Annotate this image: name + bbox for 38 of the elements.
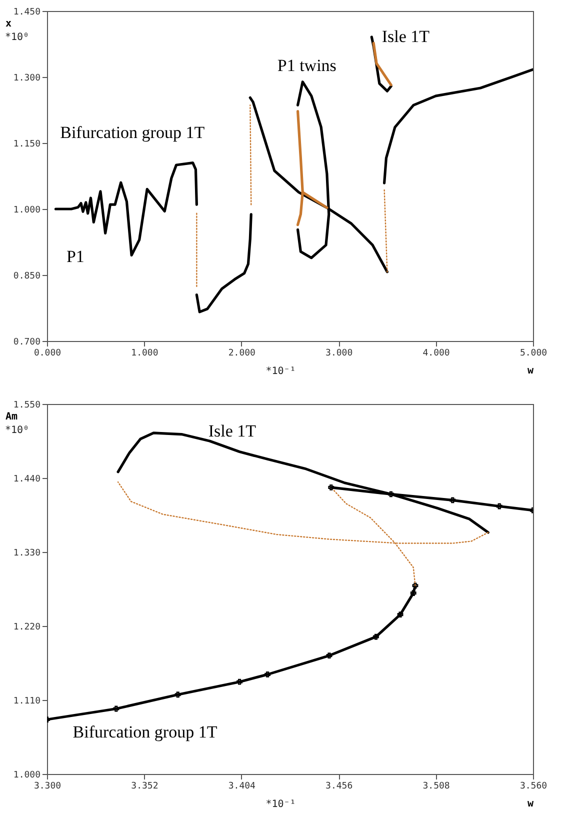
- x-tick-label: 3.560: [520, 782, 548, 792]
- x-tick-label: 3.508: [422, 782, 450, 792]
- y-tick-label: 1.220: [13, 622, 40, 632]
- x-axis-title: w: [527, 366, 534, 376]
- y-tick-label: 1.000: [13, 206, 40, 216]
- y-tick-label: 1.330: [13, 548, 40, 558]
- y-tick-label: 1.000: [13, 770, 40, 780]
- y-tick-label: 1.150: [13, 140, 40, 150]
- x-tick-label: 3.300: [34, 782, 62, 792]
- y-tick-label: 0.850: [13, 272, 40, 282]
- annotation: Bifurcation group 1T: [72, 722, 218, 742]
- text: *10⁰: [5, 425, 30, 436]
- annotation: Isle 1T: [208, 421, 257, 440]
- annotation: P1: [66, 247, 84, 266]
- text: *10⁻¹: [266, 799, 296, 810]
- y-tick-label: 1.550: [13, 400, 40, 410]
- annotation: Bifurcation group 1T: [60, 123, 206, 142]
- x-tick-label: 2.000: [228, 348, 256, 358]
- y-tick-label: 1.110: [13, 696, 40, 706]
- x-tick-label: 1.000: [131, 348, 158, 358]
- x-tick-label: 3.000: [326, 348, 353, 358]
- y-tick-label: 1.440: [13, 474, 40, 484]
- text: *10⁰: [5, 32, 30, 43]
- y-axis-title: x: [6, 18, 12, 30]
- annotation: Isle 1T: [382, 27, 430, 46]
- x-tick-label: 5.000: [520, 348, 548, 358]
- y-tick-label: 1.300: [13, 74, 40, 84]
- x-tick-label: 3.352: [131, 782, 158, 792]
- y-tick-label: 1.450: [13, 8, 40, 18]
- x-tick-label: 0.000: [34, 348, 62, 358]
- x-tick-label: 3.404: [228, 782, 256, 792]
- x-axis-title: w: [527, 798, 534, 810]
- y-axis-title: Am: [6, 412, 18, 422]
- y-tick-label: 0.700: [13, 338, 40, 348]
- text: *10⁻¹: [266, 366, 296, 377]
- x-tick-label: 4.000: [422, 348, 450, 358]
- annotation: P1 twins: [277, 56, 336, 76]
- x-tick-label: 3.456: [326, 782, 353, 792]
